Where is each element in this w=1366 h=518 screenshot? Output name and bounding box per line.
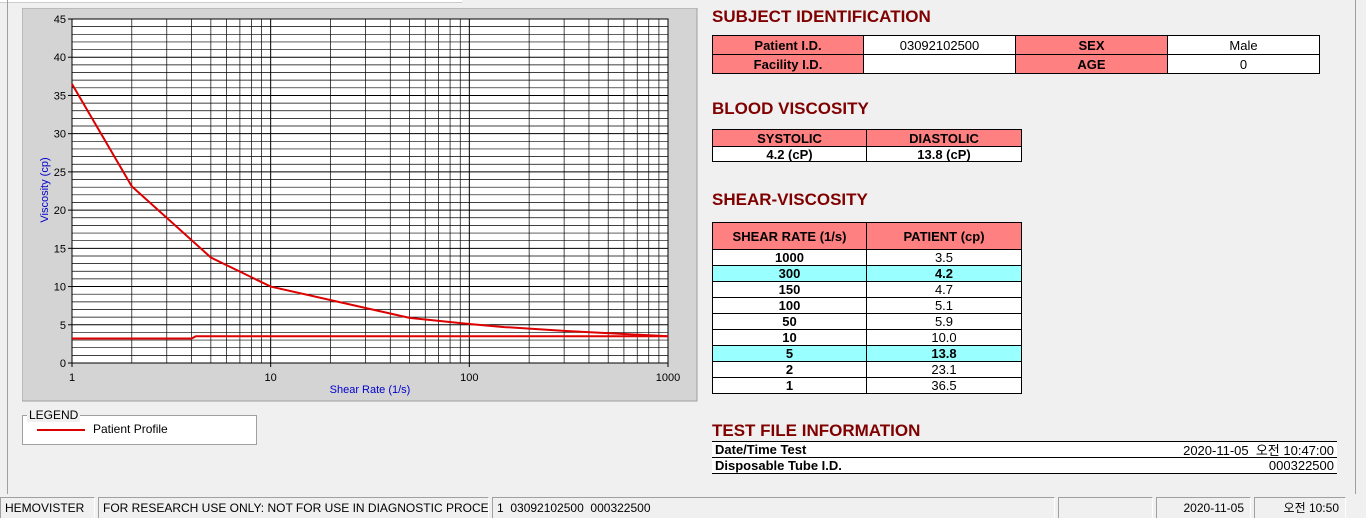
table-cell: 3.5 xyxy=(866,249,1022,266)
table-cell: Facility I.D. xyxy=(712,54,864,74)
left-border xyxy=(7,0,8,494)
table-cell: 2 xyxy=(712,361,867,378)
table-cell: 4.2 (cP) xyxy=(712,146,867,162)
table-cell: DIASTOLIC xyxy=(866,129,1022,147)
table-cell: 13.8 (cP) xyxy=(866,146,1022,162)
table-cell: 100 xyxy=(712,297,867,314)
table-cell: 10 xyxy=(712,329,867,346)
table-cell: 36.5 xyxy=(866,377,1022,394)
table-cell: 2020-11-05 오전 10:47:00 xyxy=(1022,441,1337,458)
table-cell: 03092102500 xyxy=(863,35,1016,55)
table-cell: 1000 xyxy=(712,249,867,266)
y-tick-label: 20 xyxy=(54,205,66,217)
legend: Patient Profile xyxy=(22,415,257,445)
table-cell: AGE xyxy=(1015,54,1168,74)
y-tick-label: 35 xyxy=(54,90,66,102)
table-cell: 4.7 xyxy=(866,281,1022,298)
section-title: SUBJECT IDENTIFICATION xyxy=(712,7,931,26)
section-title: TEST FILE INFORMATION xyxy=(712,421,921,440)
table-cell: 150 xyxy=(712,281,867,298)
chart: Shear Rate (1/s) Viscosity (cp) 0 5 10 15 20… xyxy=(22,8,698,402)
table-cell: 10.0 xyxy=(866,329,1022,346)
data-line xyxy=(72,335,668,340)
table-cell: 0 xyxy=(1167,54,1320,74)
table-cell: 1 xyxy=(712,377,867,394)
table-cell: 5.9 xyxy=(866,313,1022,330)
x-tick-label: 1000 xyxy=(656,372,680,384)
legend-label: Patient Profile xyxy=(93,422,168,436)
table-cell: Patient I.D. xyxy=(712,35,864,55)
table-cell: SYSTOLIC xyxy=(712,129,867,147)
table-cell: 50 xyxy=(712,313,867,330)
y-tick-label: 30 xyxy=(54,129,66,141)
table-cell: Date/Time Test xyxy=(712,441,1023,458)
data-line xyxy=(71,83,669,338)
y-tick-label: 45 xyxy=(54,14,66,26)
x-axis-title: Shear Rate (1/s) xyxy=(330,384,411,396)
table-cell: PATIENT (cp) xyxy=(866,222,1022,250)
table-cell: SHEAR RATE (1/s) xyxy=(712,222,867,250)
x-tick-label: 100 xyxy=(460,372,478,384)
table-cell: 4.2 xyxy=(866,265,1022,282)
section-title: SHEAR-VISCOSITY xyxy=(712,190,868,209)
y-tick-label: 25 xyxy=(54,167,66,179)
table-cell: 000322500 xyxy=(1022,457,1337,474)
right-border xyxy=(1355,0,1356,494)
y-tick-label: 15 xyxy=(54,243,66,255)
y-tick-label: 0 xyxy=(60,358,66,370)
x-tick-label: 10 xyxy=(265,372,277,384)
table-cell xyxy=(863,54,1016,74)
table-cell: Male xyxy=(1167,35,1320,55)
status-cell: FOR RESEARCH USE ONLY: NOT FOR USE IN DI… xyxy=(98,497,489,518)
table-cell: SEX xyxy=(1015,35,1168,55)
table-cell: 300 xyxy=(712,265,867,282)
table-cell: 23.1 xyxy=(866,361,1022,378)
legend-swatch-area xyxy=(37,429,85,431)
table-cell: 5.1 xyxy=(866,297,1022,314)
status-cell: 오전 10:50 xyxy=(1254,497,1346,518)
section-title: BLOOD VISCOSITY xyxy=(712,99,869,118)
status-cell: HEMOVISTER xyxy=(0,497,95,518)
status-cell: 1 03092102500 000322500 xyxy=(492,497,1055,518)
top-strip xyxy=(0,0,462,3)
legend-title: LEGEND xyxy=(27,408,81,422)
y-tick-label: 40 xyxy=(54,52,66,64)
x-tick-label: 1 xyxy=(69,372,75,384)
status-cell: 2020-11-05 xyxy=(1156,497,1251,518)
status-cell xyxy=(1058,497,1153,518)
y-tick-label: 10 xyxy=(54,282,66,294)
plot-area xyxy=(71,18,669,364)
y-axis-title: Viscosity (cp) xyxy=(39,157,51,222)
table-cell: Disposable Tube I.D. xyxy=(712,457,1023,474)
y-tick-label: 5 xyxy=(60,320,66,332)
table-cell: 13.8 xyxy=(866,345,1022,362)
table-cell: 5 xyxy=(712,345,867,362)
